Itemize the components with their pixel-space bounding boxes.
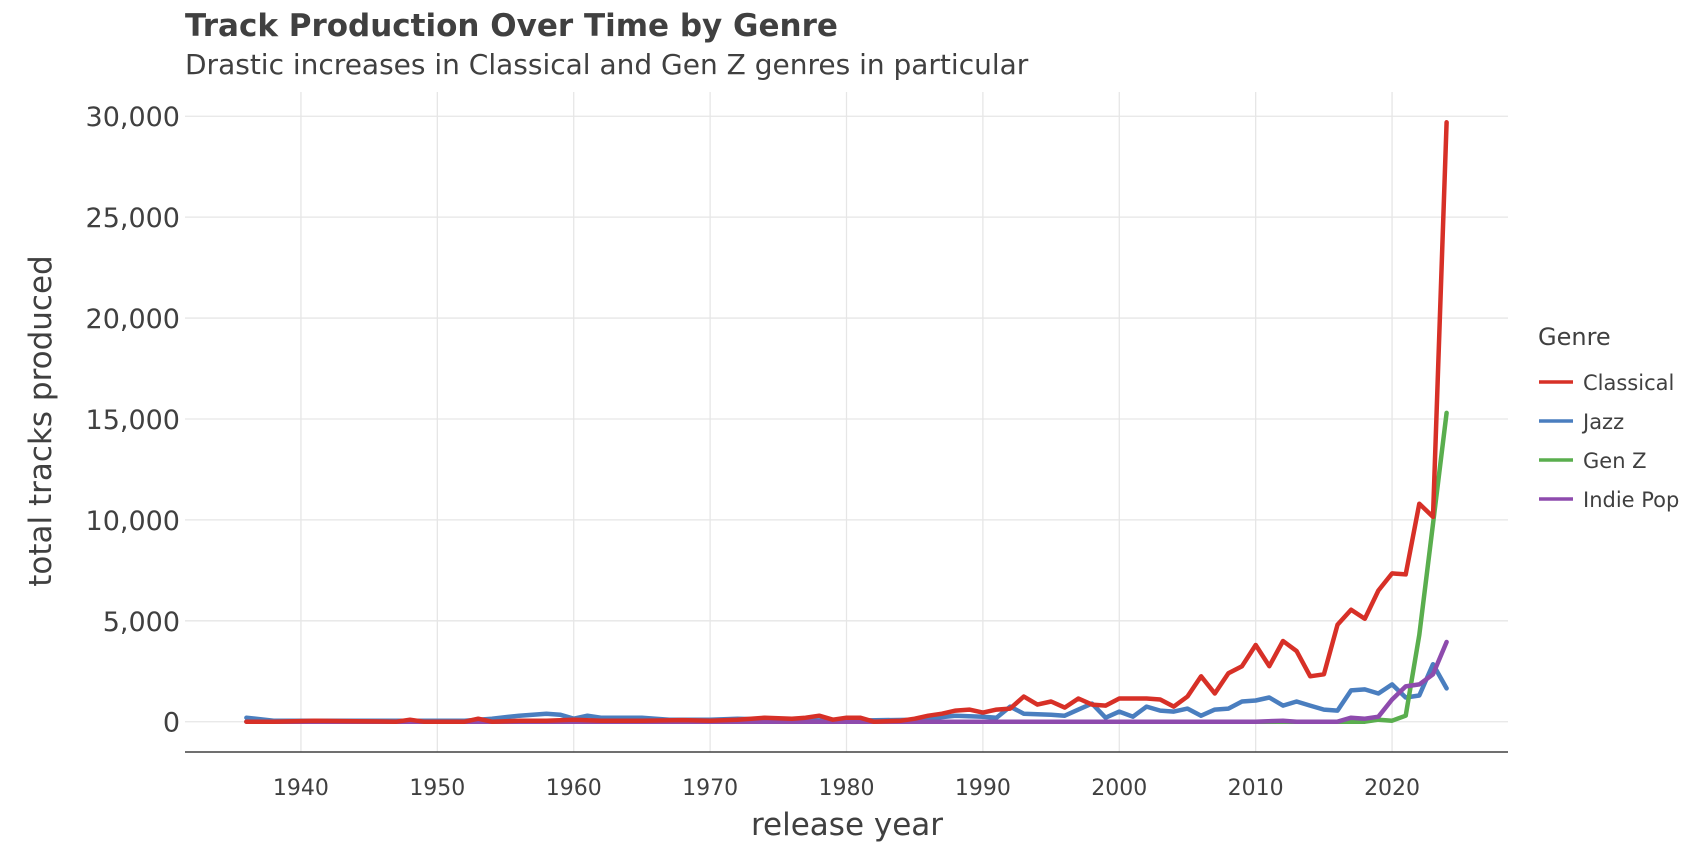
legend-label: Jazz xyxy=(1581,410,1624,434)
x-tick-label: 1970 xyxy=(682,776,738,801)
gridlines xyxy=(185,92,1508,752)
y-axis-title: total tracks produced xyxy=(23,255,59,586)
legend: Genre Classical Jazz Gen Z Indie Pop xyxy=(1538,323,1679,512)
legend-item-classical: Classical xyxy=(1539,371,1674,395)
series-lines xyxy=(244,120,1449,724)
legend-title: Genre xyxy=(1538,323,1611,351)
legend-item-indie-pop: Indie Pop xyxy=(1539,488,1679,512)
y-axis-ticks: 0 5,000 10,000 15,000 20,000 25,000 30,000 xyxy=(86,102,180,739)
legend-items: Classical Jazz Gen Z Indie Pop xyxy=(1539,371,1679,512)
y-tick-label: 15,000 xyxy=(86,405,180,436)
legend-label: Gen Z xyxy=(1583,449,1647,473)
chart-subtitle: Drastic increases in Classical and Gen Z… xyxy=(185,48,1029,81)
x-tick-label: 1980 xyxy=(819,776,875,801)
y-tick-label: 20,000 xyxy=(86,304,180,335)
series-line-jazz xyxy=(244,661,1449,723)
x-tick-label: 1990 xyxy=(955,776,1011,801)
legend-label: Indie Pop xyxy=(1583,488,1679,512)
x-axis-title: release year xyxy=(751,807,943,842)
legend-item-jazz: Jazz xyxy=(1539,410,1624,434)
series-line-indie-pop xyxy=(244,639,1449,724)
x-tick-label: 2000 xyxy=(1091,776,1147,801)
x-tick-label: 1950 xyxy=(409,776,465,801)
x-tick-label: 1960 xyxy=(546,776,602,801)
x-tick-label: 1940 xyxy=(273,776,329,801)
y-tick-label: 10,000 xyxy=(86,506,180,537)
legend-label: Classical xyxy=(1583,371,1674,395)
series-line-classical xyxy=(244,120,1449,724)
x-tick-label: 2010 xyxy=(1228,776,1284,801)
y-tick-label: 0 xyxy=(163,708,180,739)
x-tick-label: 2020 xyxy=(1364,776,1420,801)
y-tick-label: 25,000 xyxy=(86,203,180,234)
chart-title: Track Production Over Time by Genre xyxy=(185,8,838,44)
x-axis-ticks: 1940 1950 1960 1970 1980 1990 2000 2010 2020 xyxy=(273,776,1420,801)
legend-item-gen-z: Gen Z xyxy=(1539,449,1647,473)
y-tick-label: 30,000 xyxy=(86,102,180,133)
y-tick-label: 5,000 xyxy=(103,607,180,638)
